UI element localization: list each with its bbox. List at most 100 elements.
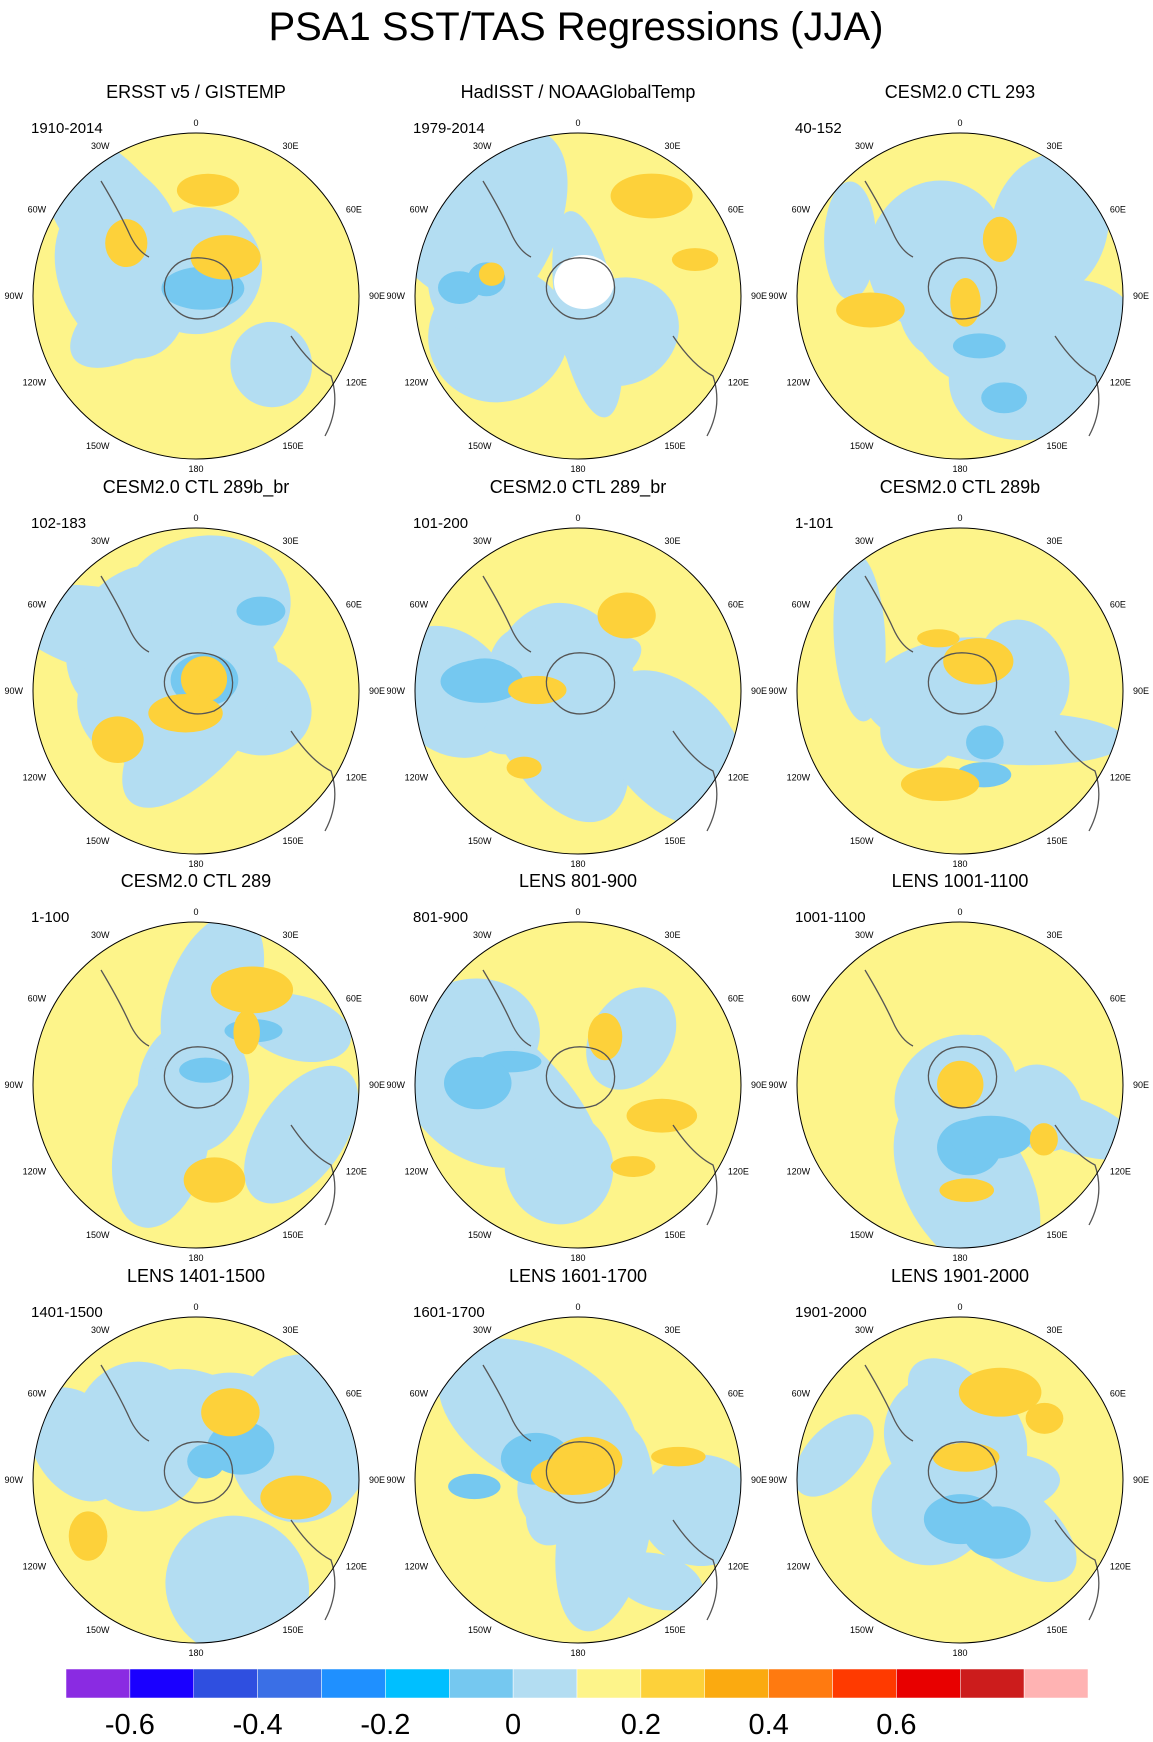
map-panel: LENS 1401-1500 1401-1500 0 30E 60E 90E 120E 150… (4, 1266, 385, 1658)
south-america-coastline (482, 969, 532, 1047)
australia-coastline (290, 1124, 336, 1226)
longitude-label: 30W (473, 141, 492, 151)
colorbar-label: -0.6 (105, 1709, 155, 1741)
longitude-label: 30E (283, 1325, 299, 1335)
longitude-label: 0 (575, 907, 580, 917)
map-field (33, 133, 359, 459)
longitude-label: 60E (728, 600, 744, 610)
map-boundary (796, 1316, 1124, 1644)
longitude-label: 90E (369, 1475, 385, 1485)
longitude-label: 60W (410, 1389, 429, 1399)
longitude-label: 180 (570, 1648, 585, 1658)
south-america-coastline (100, 180, 150, 258)
longitude-label: 150E (665, 1230, 686, 1240)
map-panel: LENS 1901-2000 1901-2000 0 30E 60E 90E 120E 150… (768, 1266, 1149, 1658)
negative-anomaly-core (443, 1056, 512, 1110)
panel-title: CESM2.0 CTL 289b_br (103, 477, 289, 498)
longitude-label: 150W (468, 1625, 492, 1635)
antarctica-coastline (927, 652, 998, 715)
map-boundary (414, 132, 742, 460)
negative-anomaly-region (165, 1515, 310, 1643)
colorbar-swatch (960, 1668, 1025, 1699)
longitude-label: 60W (792, 205, 811, 215)
longitude-label: 30E (283, 536, 299, 546)
longitude-label: 150W (850, 836, 874, 846)
longitude-label: 0 (193, 1302, 198, 1312)
longitude-label: 150E (283, 1625, 304, 1635)
longitude-label: 150E (1047, 1625, 1068, 1635)
colorbar-swatch (1023, 1668, 1089, 1699)
longitude-label: 30W (91, 536, 110, 546)
colorbar: -0.6 -0.4 -0.2 0 0.2 0.4 0.6 (65, 1668, 1089, 1741)
panel-period: 1-101 (795, 515, 833, 532)
longitude-label: 30E (283, 141, 299, 151)
positive-anomaly-region (105, 219, 148, 268)
australia-coastline (1054, 1124, 1100, 1226)
longitude-label: 180 (952, 464, 967, 474)
negative-anomaly-core (440, 659, 524, 703)
negative-anomaly-core (187, 1444, 225, 1479)
positive-anomaly-region (943, 638, 1014, 685)
south-america-coastline (100, 1364, 150, 1442)
longitude-label: 60W (792, 1389, 811, 1399)
longitude-label: 30E (283, 930, 299, 940)
positive-anomaly-region (900, 767, 980, 802)
antarctica-coastline (545, 257, 616, 320)
longitude-label: 60W (792, 600, 811, 610)
longitude-label: 90W (386, 1080, 405, 1090)
longitude-label: 90W (768, 291, 787, 301)
colorbar-swatch (257, 1668, 322, 1699)
negative-anomaly-core (963, 1506, 1031, 1559)
longitude-label: 120W (787, 378, 811, 388)
south-america-coastline (864, 180, 914, 258)
longitude-label: 120W (787, 1562, 811, 1572)
australia-coastline (290, 335, 336, 437)
panel-title: CESM2.0 CTL 289 (121, 871, 271, 891)
longitude-label: 60E (728, 1389, 744, 1399)
antarctica-coastline (163, 1046, 234, 1109)
longitude-label: 60E (1110, 600, 1126, 610)
longitude-label: 180 (952, 1648, 967, 1658)
longitude-label: 90W (386, 686, 405, 696)
longitude-label: 150E (665, 1625, 686, 1635)
longitude-label: 0 (193, 513, 198, 523)
longitude-label: 120W (23, 1562, 47, 1572)
positive-anomaly-region (597, 592, 656, 639)
colorbar-swatch (768, 1668, 833, 1699)
longitude-label: 180 (188, 464, 203, 474)
longitude-label: 120W (787, 773, 811, 783)
antarctica-coastline (545, 1441, 616, 1504)
positive-anomaly-region (233, 1010, 260, 1055)
longitude-label: 30W (91, 141, 110, 151)
panel-title: CESM2.0 CTL 289b (880, 477, 1040, 497)
longitude-label: 30W (855, 536, 874, 546)
longitude-label: 30E (665, 930, 681, 940)
longitude-label: 90W (768, 1080, 787, 1090)
map-boundary (32, 132, 360, 460)
positive-anomaly-region (587, 1013, 623, 1061)
panel-period: 1910-2014 (31, 120, 103, 137)
longitude-label: 180 (188, 1253, 203, 1263)
negative-anomaly-region (73, 1361, 209, 1512)
colorbar-label: 0.2 (621, 1709, 661, 1741)
map-panel: CESM2.0 CTL 289 1-100 0 30E 60E 90E 120E 150E 18… (4, 871, 385, 1263)
longitude-label: 60E (346, 994, 362, 1004)
panel-title: LENS 1001-1100 (892, 871, 1029, 891)
australia-coastline (290, 1519, 336, 1621)
map-field (33, 528, 359, 854)
map-boundary (796, 921, 1124, 1249)
longitude-label: 60E (346, 600, 362, 610)
panel-title: LENS 801-900 (519, 871, 637, 891)
map-field (33, 922, 359, 1248)
longitude-label: 150W (86, 1625, 110, 1635)
longitude-label: 120W (23, 378, 47, 388)
longitude-label: 0 (575, 118, 580, 128)
antarctica-coastline (545, 652, 616, 715)
longitude-label: 120E (728, 1167, 749, 1177)
colorbar-swatch (832, 1668, 897, 1699)
longitude-label: 60W (28, 600, 47, 610)
negative-anomaly-core (952, 333, 1006, 359)
longitude-label: 30W (473, 930, 492, 940)
map-field (415, 528, 741, 854)
positive-anomaly-region (68, 1511, 108, 1561)
